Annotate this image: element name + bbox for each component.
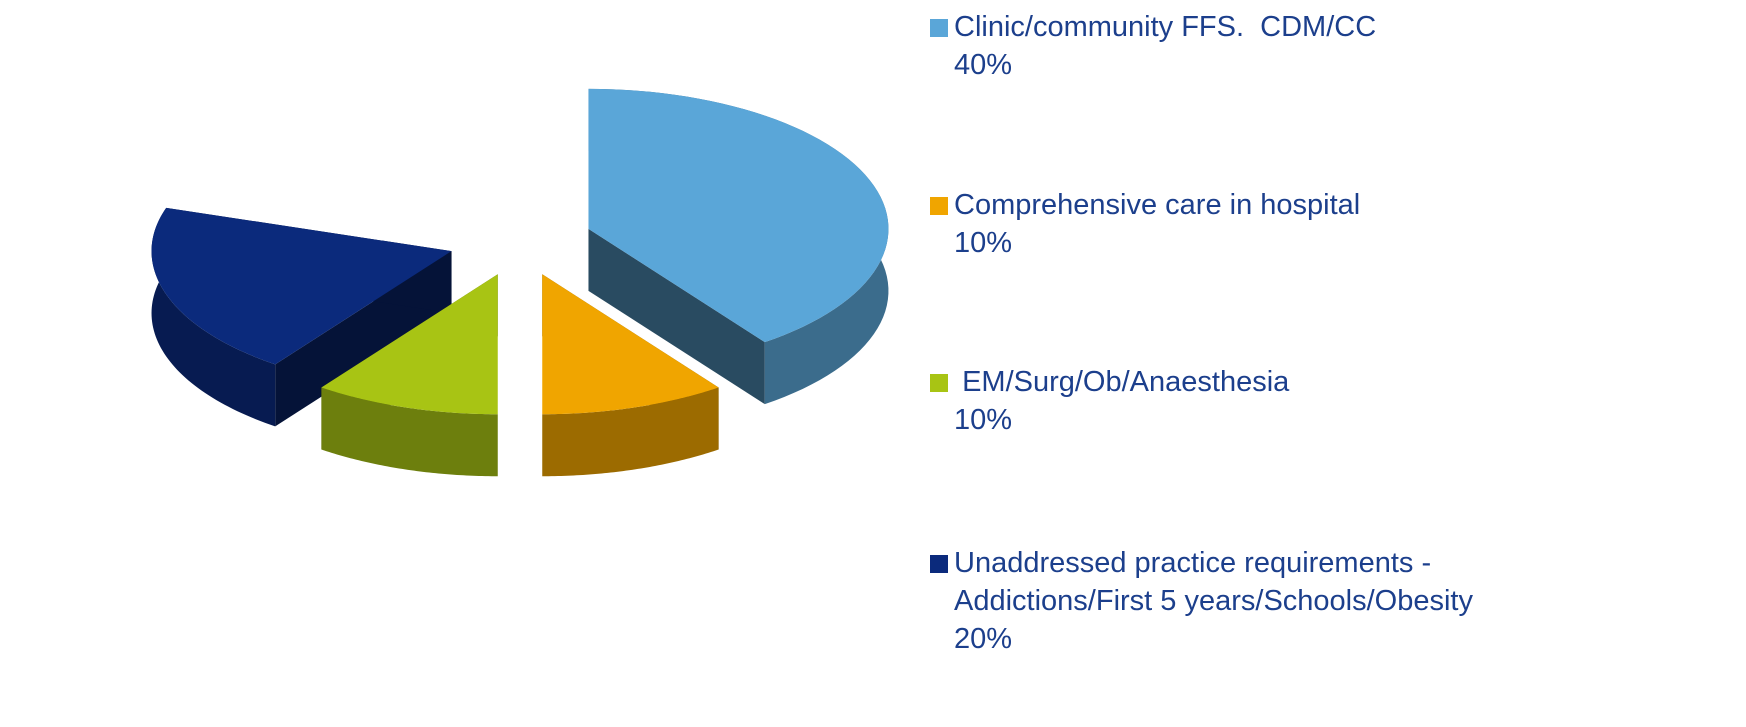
slice <box>151 207 452 427</box>
legend-swatch <box>930 555 948 573</box>
legend-label: Unaddressed practice requirements - Addi… <box>954 547 1473 617</box>
legend-item: EM/Surg/Ob/Anaesthesia 10% <box>930 363 1570 439</box>
slice <box>588 88 889 405</box>
legend-text: Clinic/community FFS. CDM/CC 40% <box>954 8 1570 84</box>
legend-text: Comprehensive care in hospital 10% <box>954 186 1570 262</box>
legend-swatch <box>930 374 948 392</box>
legend-label: Comprehensive care in hospital <box>954 189 1361 221</box>
legend-label: Clinic/community FFS. CDM/CC <box>954 11 1377 43</box>
legend-value: 10% <box>954 404 1013 436</box>
legend-value: 40% <box>954 49 1013 81</box>
legend-value: 10% <box>954 227 1013 259</box>
legend-swatch <box>930 19 948 37</box>
slice-top <box>151 207 452 365</box>
legend-item: Unaddressed practice requirements - Addi… <box>930 544 1570 658</box>
legend-item: Clinic/community FFS. CDM/CC 40% <box>930 8 1570 84</box>
legend-value: 20% <box>954 623 1013 655</box>
slice-wall <box>542 387 719 477</box>
legend-text: EM/Surg/Ob/Anaesthesia 10% <box>954 363 1570 439</box>
pie-chart <box>151 88 889 477</box>
slice-top <box>321 274 498 415</box>
slice-top <box>542 274 719 415</box>
slice <box>321 274 498 477</box>
legend-text: Unaddressed practice requirements - Addi… <box>954 544 1570 658</box>
slice-wall <box>151 207 276 427</box>
slice-top <box>588 88 889 343</box>
legend-swatch <box>930 197 948 215</box>
legend-label: EM/Surg/Ob/Anaesthesia <box>954 366 1290 398</box>
slice-wall <box>321 387 498 477</box>
slice-side <box>588 228 765 405</box>
slice <box>542 274 719 477</box>
legend-item: Comprehensive care in hospital 10% <box>930 186 1570 262</box>
